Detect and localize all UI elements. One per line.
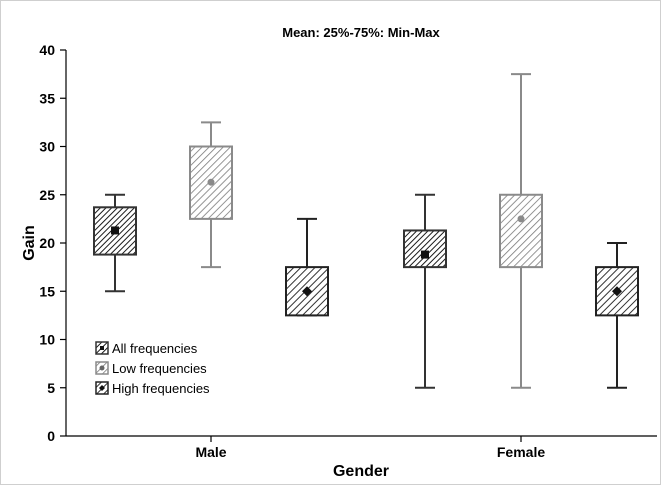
y-ticks: 0 5 10 15 20 25 30 35 40 <box>39 42 66 444</box>
legend: All frequencies Low frequencies High frequ… <box>95 341 210 396</box>
x-tick-label: Male <box>195 444 226 460</box>
x-axis-label: Gender <box>333 463 389 480</box>
legend-label: All frequencies <box>112 341 198 356</box>
y-axis-label: Gain <box>21 225 38 261</box>
y-tick-label: 35 <box>39 90 55 106</box>
y-tick-label: 25 <box>39 187 55 203</box>
legend-label: High frequencies <box>112 381 210 396</box>
y-tick-label: 10 <box>39 332 55 348</box>
mean-marker <box>302 286 312 297</box>
box-iqr <box>403 229 447 269</box>
legend-marker <box>99 385 105 391</box>
axes <box>65 50 657 437</box>
y-tick-label: 20 <box>39 235 55 251</box>
y-tick-label: 0 <box>47 428 55 444</box>
mean-marker <box>207 178 215 186</box>
x-tick-label: Female <box>497 444 545 460</box>
mean-marker <box>517 215 525 223</box>
legend-marker <box>99 365 105 371</box>
x-ticks: Male Female <box>195 436 545 460</box>
chart-title: Mean: 25%-75%: Min-Max <box>282 25 440 40</box>
box-iqr <box>93 206 137 256</box>
mean-marker <box>111 226 119 235</box>
legend-marker <box>100 346 104 350</box>
y-tick-label: 15 <box>39 283 55 299</box>
legend-label: Low frequencies <box>112 361 207 376</box>
y-tick-label: 40 <box>39 42 55 58</box>
box-iqr <box>499 193 543 269</box>
mean-marker <box>612 286 622 297</box>
y-tick-label: 5 <box>47 380 55 396</box>
y-tick-label: 30 <box>39 139 55 155</box>
mean-marker <box>421 250 429 259</box>
boxes <box>93 73 639 389</box>
